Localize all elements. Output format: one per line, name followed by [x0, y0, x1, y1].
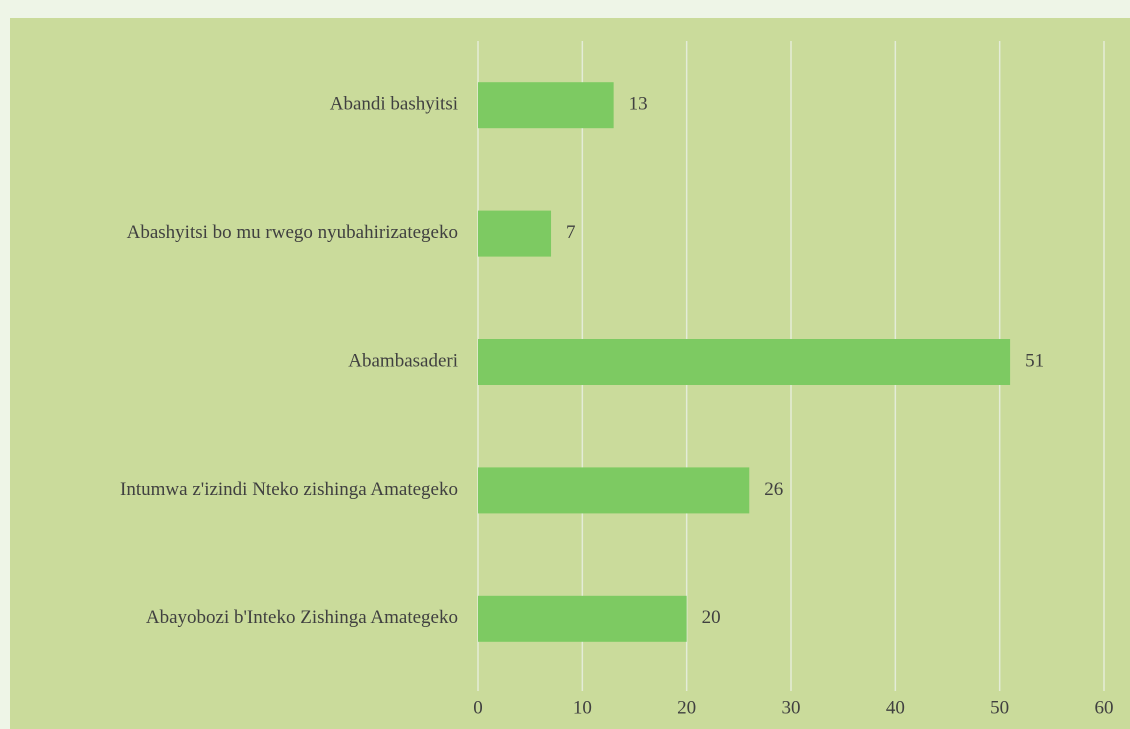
bar	[478, 82, 614, 129]
bar	[478, 210, 552, 257]
x-tick-label: 50	[990, 697, 1009, 718]
y-tick-label: Abandi bashyitsi	[330, 94, 458, 115]
y-tick-label: Abambasaderi	[348, 350, 458, 371]
y-tick-label: Abayobozi b'Inteko Zishinga Amategeko	[146, 607, 458, 628]
data-label: 13	[629, 94, 648, 115]
data-label: 26	[764, 479, 783, 500]
data-label: 20	[702, 607, 721, 628]
x-tick-label: 40	[886, 697, 905, 718]
bar	[478, 339, 1011, 385]
x-tick-label: 60	[1095, 697, 1114, 718]
data-label: 51	[1025, 350, 1044, 371]
bar	[478, 595, 687, 642]
y-tick-label: Intumwa z'izindi Nteko zishinga Amategek…	[120, 479, 458, 500]
bar	[478, 467, 750, 514]
x-tick-label: 0	[473, 697, 483, 718]
x-tick-label: 10	[573, 697, 592, 718]
x-tick-label: 20	[677, 697, 696, 718]
data-label: 7	[566, 222, 576, 243]
x-tick-label: 30	[782, 697, 801, 718]
y-tick-label: Abashyitsi bo mu rwego nyubahirizategeko	[127, 222, 458, 243]
